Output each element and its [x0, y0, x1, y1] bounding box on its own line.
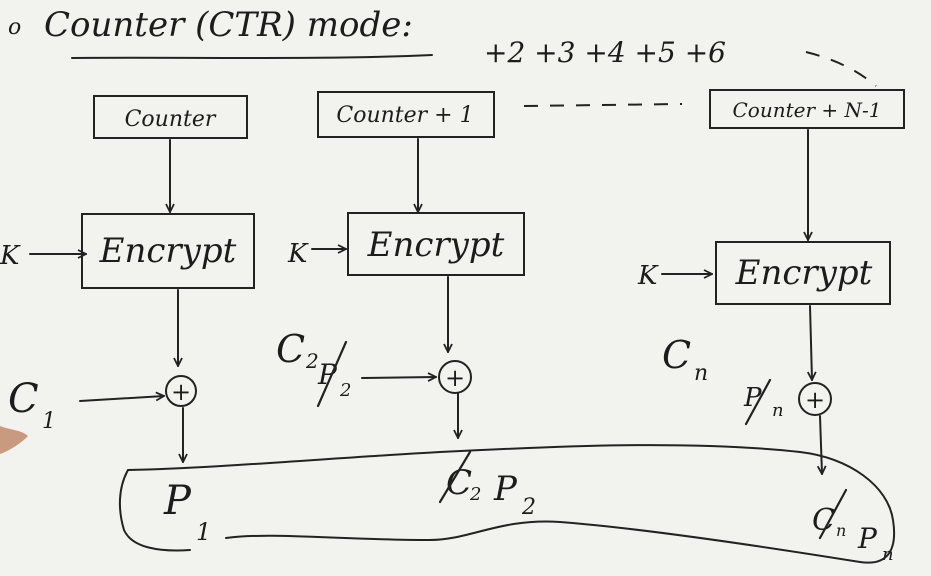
- arrow-cipher-to-xor-1: [79, 396, 164, 402]
- title-text: Counter (CTR) mode:: [44, 5, 413, 45]
- increments-dotted-link: [805, 51, 877, 87]
- plain-sub-2: 2: [521, 495, 536, 520]
- strike-cipher-bottom-2: [438, 450, 472, 504]
- plaintext-enclosure: [118, 444, 896, 564]
- encrypt-label-1: Encrypt: [99, 231, 237, 271]
- plain-label-2: P: [493, 469, 518, 509]
- strike-cipher-bottom-n: [818, 488, 848, 540]
- cipher-label-1: C: [8, 376, 39, 422]
- encrypt-label-2: Encrypt: [367, 225, 505, 265]
- arrow-encrypt-to-xor-n: [810, 305, 812, 380]
- svg-text:+: +: [805, 386, 825, 414]
- cipher-label-2: C: [276, 327, 305, 371]
- xor-icon-2: +: [438, 360, 472, 394]
- xor-icon-n: +: [798, 382, 832, 416]
- title-underline: [71, 54, 433, 59]
- crossed-plain-sub-n: n: [772, 400, 784, 421]
- encrypt-box-2: [347, 212, 525, 276]
- cipher-sub-2: 2: [305, 349, 319, 373]
- cipher-label-n: C: [662, 333, 691, 377]
- strike-plain-2: [316, 340, 348, 408]
- bottom-crossed-cipher-sub-2: 2: [469, 484, 481, 505]
- title: o Counter (CTR) mode:: [8, 5, 433, 59]
- presenter-hand: [0, 426, 28, 454]
- counter-box-1: [93, 95, 248, 139]
- plain-label-n: P: [857, 522, 878, 555]
- bottom-crossed-cipher-n: C: [812, 503, 835, 538]
- xor-icon-1: +: [165, 375, 197, 407]
- plain-label-1: P: [163, 478, 192, 524]
- title-bullet: o: [8, 15, 21, 40]
- arrow-cipher-to-xor-2: [361, 377, 436, 378]
- counter-label-1: Counter: [125, 107, 217, 132]
- cipher-sub-n: n: [694, 361, 708, 386]
- stage-1: Counter Encrypt K + C 1 P 1: [0, 95, 255, 546]
- crossed-plain-label-2: P: [317, 358, 338, 391]
- arrow-xor-to-plain-n: [820, 415, 822, 474]
- stage-n: Counter + N-1 Encrypt K + C n P n C n P …: [637, 89, 905, 565]
- encrypt-label-n: Encrypt: [735, 253, 873, 293]
- counter-box-n: [709, 89, 905, 129]
- counter-continuation-dashes: [523, 103, 683, 107]
- increments-label: +2 +3 +4 +5 +6: [484, 36, 726, 69]
- bottom-crossed-cipher-sub-n: n: [836, 521, 846, 540]
- key-label-2: K: [287, 239, 309, 269]
- key-label-1: K: [0, 241, 21, 271]
- counter-box-2: [317, 91, 495, 138]
- key-label-n: K: [637, 261, 659, 291]
- plain-sub-1: 1: [196, 518, 211, 546]
- stage-2: Counter + 1 Encrypt K + C 2 P 2 C 2 P 2: [276, 91, 536, 520]
- svg-text:+: +: [171, 378, 191, 406]
- strike-plain-n: [744, 378, 772, 426]
- counter-label-2: Counter + 1: [336, 103, 473, 128]
- counter-label-n: Counter + N-1: [733, 98, 882, 122]
- encrypt-box-n: [715, 241, 891, 305]
- crossed-plain-sub-2: 2: [339, 380, 351, 401]
- svg-text:+: +: [445, 364, 465, 392]
- cipher-sub-1: 1: [42, 409, 56, 434]
